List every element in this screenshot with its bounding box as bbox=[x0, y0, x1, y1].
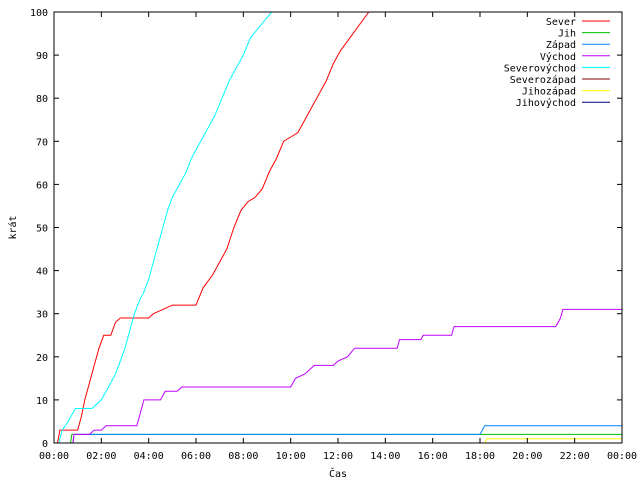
y-tick-label: 70 bbox=[36, 137, 48, 148]
y-tick-label: 20 bbox=[36, 353, 48, 364]
y-tick-label: 40 bbox=[36, 267, 48, 278]
x-tick-label: 14:00 bbox=[370, 451, 400, 462]
series-line-3 bbox=[72, 308, 622, 444]
x-axis-ticks: 00:00 02:00 04:00 06:00 08:00 10:00 12:00 14:00… bbox=[39, 12, 637, 462]
y-tick-label: 80 bbox=[36, 94, 48, 105]
x-tick-label: 22:00 bbox=[560, 451, 590, 462]
x-tick-label: 06:00 bbox=[181, 451, 211, 462]
x-tick-label: 16:00 bbox=[418, 451, 448, 462]
legend-entry-label: Sever bbox=[546, 17, 576, 28]
x-tick-label: 00:00 bbox=[607, 451, 637, 462]
legend: SeverJihZápadVýchodSeverovýchodSeverozáp… bbox=[504, 17, 610, 109]
x-tick-label: 20:00 bbox=[512, 451, 542, 462]
legend-entry-label: Severozápad bbox=[510, 74, 576, 86]
legend-entry-label: Západ bbox=[546, 39, 576, 51]
y-tick-label: 0 bbox=[42, 439, 48, 450]
series-line-6 bbox=[484, 438, 622, 444]
y-tick-label: 50 bbox=[36, 224, 48, 235]
legend-entry-label: Jihovýchod bbox=[516, 97, 576, 109]
legend-entry-label: Jih bbox=[558, 29, 576, 40]
x-tick-label: 18:00 bbox=[465, 451, 495, 462]
x-tick-label: 12:00 bbox=[323, 451, 353, 462]
y-tick-label: 60 bbox=[36, 180, 48, 191]
y-tick-label: 100 bbox=[30, 8, 48, 19]
x-tick-label: 08:00 bbox=[228, 451, 258, 462]
y-axis-label: krát bbox=[7, 215, 19, 239]
legend-entry-label: Severovýchod bbox=[504, 62, 576, 74]
series-line-4 bbox=[58, 11, 277, 444]
y-tick-label: 10 bbox=[36, 396, 48, 407]
y-tick-label: 30 bbox=[36, 310, 48, 321]
y-tick-label: 90 bbox=[36, 51, 48, 62]
x-tick-label: 04:00 bbox=[134, 451, 164, 462]
legend-entry-label: Východ bbox=[540, 51, 576, 63]
x-tick-label: 02:00 bbox=[86, 451, 116, 462]
x-tick-label: 10:00 bbox=[276, 451, 306, 462]
legend-entry-label: Jihozápad bbox=[522, 86, 576, 98]
series-line-0 bbox=[57, 11, 374, 444]
x-axis-label: Čas bbox=[329, 467, 347, 480]
x-tick-label: 00:00 bbox=[39, 451, 69, 462]
y-axis-ticks: 0 10 20 30 40 50 60 70 80 90 100 bbox=[30, 8, 622, 450]
series-lines bbox=[57, 11, 622, 444]
